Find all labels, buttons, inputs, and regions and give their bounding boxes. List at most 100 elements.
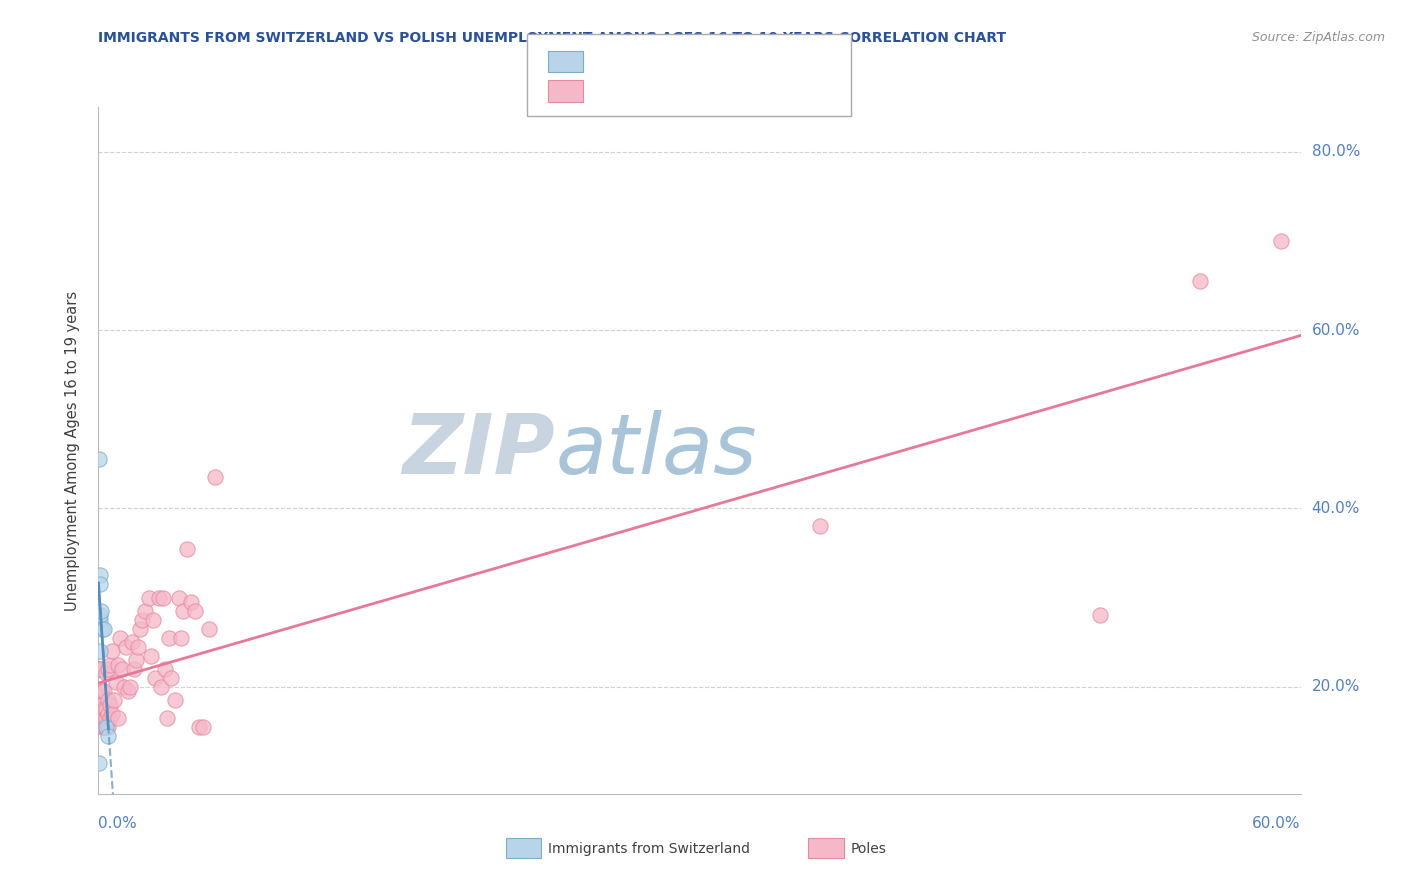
- Point: [197, 622, 219, 636]
- Point: [176, 541, 198, 556]
- Point: [125, 653, 148, 667]
- Point: [139, 648, 162, 663]
- Point: [121, 635, 143, 649]
- Text: IMMIGRANTS FROM SWITZERLAND VS POLISH UNEMPLOYMENT AMONG AGES 16 TO 19 YEARS COR: IMMIGRANTS FROM SWITZERLAND VS POLISH UN…: [98, 31, 1007, 45]
- Text: 40.0%: 40.0%: [1312, 501, 1360, 516]
- Point: [1189, 274, 1212, 288]
- Point: [91, 711, 114, 725]
- Point: [89, 702, 111, 716]
- Point: [101, 644, 124, 658]
- Point: [96, 702, 118, 716]
- Point: [91, 720, 114, 734]
- Text: Poles: Poles: [851, 842, 887, 856]
- Point: [96, 720, 118, 734]
- Point: [155, 711, 177, 725]
- Point: [114, 680, 136, 694]
- Point: [96, 666, 118, 681]
- Point: [191, 720, 214, 734]
- Point: [93, 702, 115, 716]
- Point: [1270, 234, 1292, 248]
- Point: [87, 662, 110, 676]
- Point: [100, 698, 122, 712]
- Point: [89, 715, 111, 730]
- Point: [89, 644, 111, 658]
- Point: [808, 519, 831, 533]
- Point: [91, 684, 114, 698]
- Y-axis label: Unemployment Among Ages 16 to 19 years: Unemployment Among Ages 16 to 19 years: [65, 291, 80, 610]
- Point: [89, 608, 111, 623]
- Point: [89, 452, 111, 467]
- Point: [163, 693, 186, 707]
- Point: [138, 591, 160, 605]
- Point: [129, 622, 152, 636]
- Text: R = 0.560   N = 12: R = 0.560 N = 12: [593, 54, 738, 70]
- Point: [90, 702, 112, 716]
- Point: [131, 613, 153, 627]
- Point: [157, 631, 180, 645]
- Point: [103, 693, 125, 707]
- Point: [159, 671, 181, 685]
- Point: [143, 671, 166, 685]
- Point: [100, 711, 122, 725]
- Text: 80.0%: 80.0%: [1312, 145, 1360, 159]
- Text: R = 0.340   N = 76: R = 0.340 N = 76: [593, 84, 738, 98]
- Point: [89, 702, 111, 716]
- Point: [187, 720, 209, 734]
- Point: [96, 720, 118, 734]
- Point: [89, 662, 111, 676]
- Point: [89, 568, 111, 582]
- Point: [89, 689, 111, 703]
- Point: [89, 577, 111, 591]
- Point: [134, 604, 156, 618]
- Point: [152, 591, 174, 605]
- Point: [89, 702, 111, 716]
- Point: [91, 622, 114, 636]
- Point: [120, 680, 142, 694]
- Point: [101, 706, 124, 721]
- Text: Immigrants from Switzerland: Immigrants from Switzerland: [548, 842, 751, 856]
- Point: [183, 604, 205, 618]
- Point: [89, 702, 111, 716]
- Point: [141, 613, 163, 627]
- Point: [169, 631, 191, 645]
- Point: [97, 720, 120, 734]
- Point: [115, 640, 138, 654]
- Point: [89, 613, 111, 627]
- Point: [107, 657, 129, 672]
- Text: 60.0%: 60.0%: [1253, 816, 1301, 831]
- Point: [105, 675, 128, 690]
- Text: 60.0%: 60.0%: [1312, 323, 1360, 337]
- Text: Source: ZipAtlas.com: Source: ZipAtlas.com: [1251, 31, 1385, 45]
- Point: [97, 729, 120, 743]
- Point: [124, 662, 146, 676]
- Point: [97, 693, 120, 707]
- Point: [97, 706, 120, 721]
- Point: [180, 595, 202, 609]
- Point: [96, 711, 118, 725]
- Text: atlas: atlas: [555, 410, 756, 491]
- Point: [89, 689, 111, 703]
- Point: [87, 662, 110, 676]
- Point: [167, 591, 190, 605]
- Text: 20.0%: 20.0%: [1312, 680, 1360, 694]
- Point: [100, 657, 122, 672]
- Point: [97, 662, 120, 676]
- Point: [172, 604, 194, 618]
- Point: [107, 711, 129, 725]
- Point: [149, 680, 172, 694]
- Point: [204, 470, 226, 484]
- Point: [110, 631, 132, 645]
- Point: [128, 640, 150, 654]
- Point: [90, 604, 112, 618]
- Text: 0.0%: 0.0%: [98, 816, 138, 831]
- Point: [148, 591, 170, 605]
- Point: [153, 662, 176, 676]
- Point: [93, 711, 115, 725]
- Text: ZIP: ZIP: [402, 410, 555, 491]
- Point: [111, 662, 134, 676]
- Point: [91, 698, 114, 712]
- Point: [117, 684, 139, 698]
- Point: [93, 622, 115, 636]
- Point: [1088, 608, 1111, 623]
- Point: [89, 756, 111, 770]
